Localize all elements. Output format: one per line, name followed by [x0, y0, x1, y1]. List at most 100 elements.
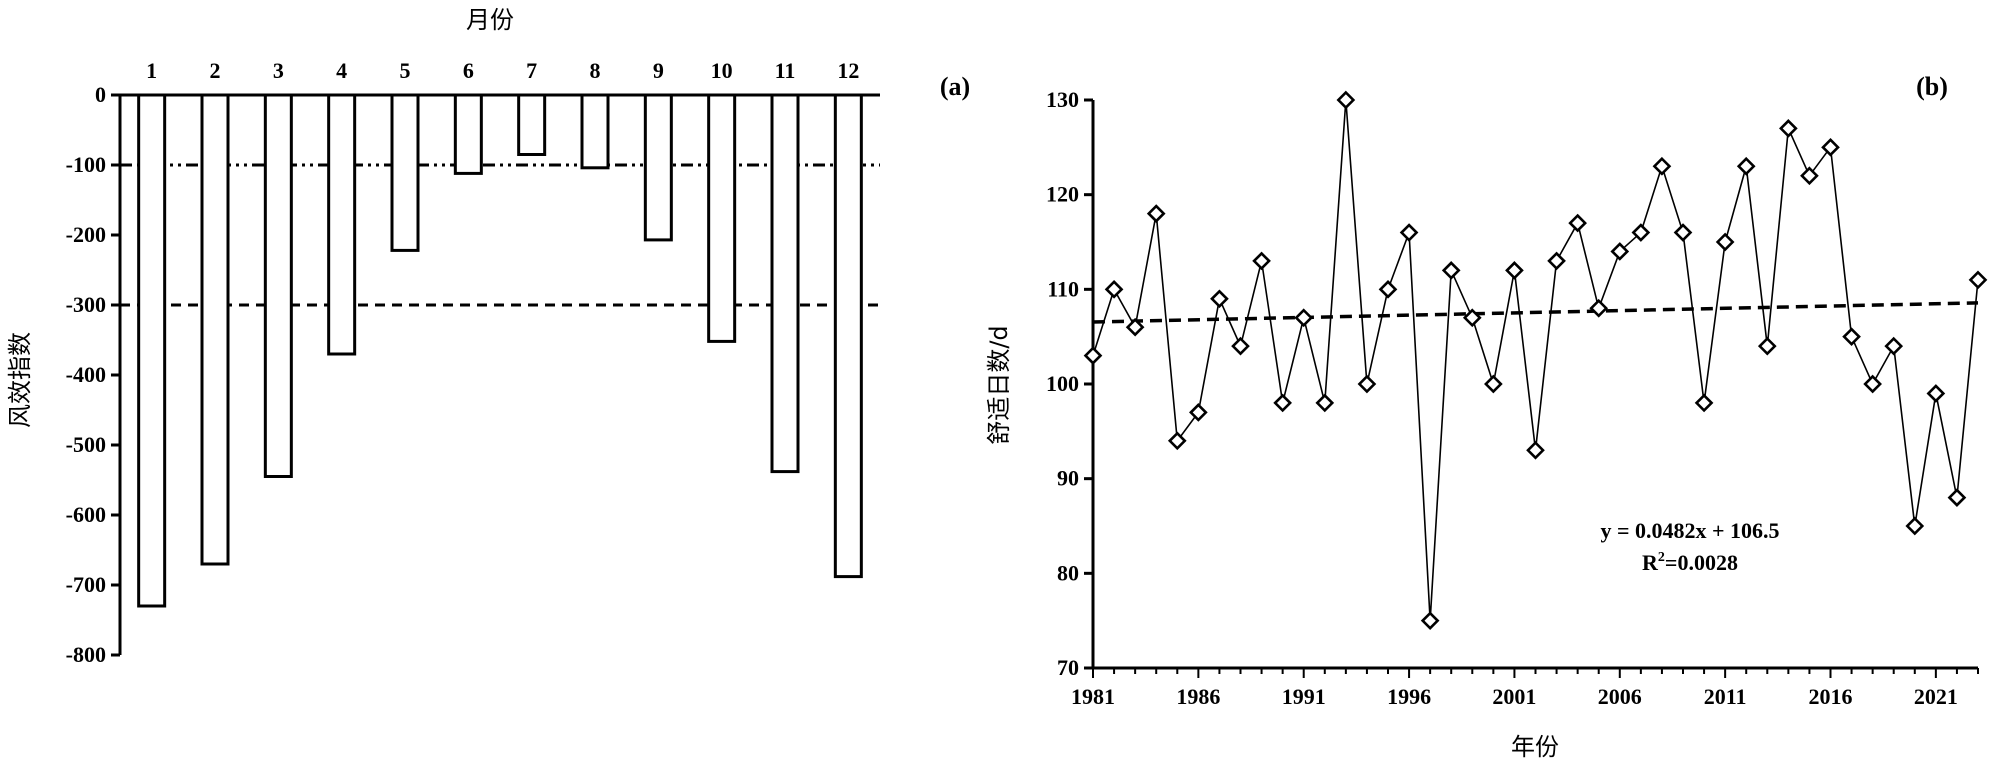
- data-point-2010: [1694, 393, 1714, 413]
- bar-month-2: [200, 93, 230, 566]
- data-point-2018: [1863, 374, 1882, 394]
- r-squared-prefix: R: [1642, 550, 1659, 575]
- y-tick-label: 90: [1057, 466, 1079, 491]
- data-point-1987: [1210, 289, 1229, 309]
- data-point-1995: [1378, 279, 1398, 299]
- data-point-2015: [1800, 166, 1819, 186]
- data-point-1993: [1336, 90, 1356, 110]
- data-point-2020: [1905, 516, 1925, 536]
- data-point-2005: [1589, 298, 1609, 318]
- data-point-1999: [1462, 308, 1482, 328]
- x-tick-label: 11: [775, 58, 796, 83]
- y-tick-label: 80: [1057, 560, 1079, 585]
- bar-month-11: [770, 93, 800, 474]
- data-point-2007: [1631, 223, 1651, 242]
- bar-month-9: [643, 93, 673, 242]
- panel-b-y-axis-title: 舒适日数/d: [985, 325, 1013, 444]
- data-point-2023: [1968, 270, 1988, 290]
- panel-a-x-axis-title: 月份: [466, 6, 514, 34]
- y-tick-label: -300: [66, 292, 106, 317]
- bar-month-4: [327, 93, 357, 356]
- data-point-1997: [1420, 611, 1440, 631]
- bar-month-5: [390, 93, 420, 252]
- x-tick-label: 1986: [1176, 684, 1220, 709]
- bar-month-7: [517, 93, 547, 156]
- x-tick-label: 2021: [1914, 684, 1958, 709]
- data-point-2013: [1757, 336, 1777, 356]
- data-point-2008: [1652, 156, 1672, 176]
- bar-month-6: [453, 93, 483, 175]
- x-tick-label: 6: [463, 58, 474, 83]
- data-point-1989: [1252, 251, 1271, 271]
- data-point-1991: [1294, 308, 1314, 328]
- r-squared-superscript: 2: [1658, 550, 1665, 565]
- y-tick-label: -200: [66, 222, 106, 247]
- data-point-1992: [1315, 393, 1335, 413]
- x-tick-label: 2001: [1492, 684, 1536, 709]
- x-tick-label: 1991: [1282, 684, 1326, 709]
- bar-month-1: [137, 93, 167, 608]
- y-tick-label: -600: [66, 502, 106, 527]
- x-tick-label: 2011: [1704, 684, 1747, 709]
- y-tick-label: 70: [1057, 655, 1079, 680]
- x-tick-label: 12: [837, 58, 859, 83]
- x-tick-label: 5: [400, 58, 411, 83]
- data-point-2000: [1484, 374, 1503, 394]
- data-point-2003: [1547, 251, 1566, 271]
- data-point-2011: [1715, 232, 1735, 252]
- bar-month-3: [263, 93, 293, 478]
- data-point-1986: [1189, 403, 1208, 422]
- x-tick-label: 1981: [1071, 684, 1115, 709]
- x-tick-label: 9: [653, 58, 664, 83]
- data-point-2009: [1673, 223, 1693, 242]
- bar-month-10: [707, 93, 737, 343]
- panel-b-x-axis-title: 年份: [1511, 733, 1559, 761]
- x-tick-label: 7: [526, 58, 537, 83]
- data-point-2006: [1610, 242, 1630, 261]
- panel-b-line-chart: (b) 年份 舒适日数/d 70 80 90 100 110 120 130 1981 1986…: [985, 72, 1988, 761]
- data-point-2014: [1779, 119, 1798, 138]
- y-tick-label: 0: [95, 82, 106, 107]
- x-tick-label: 3: [273, 58, 284, 83]
- data-point-1990: [1273, 393, 1292, 413]
- panel-a-label: (a): [940, 72, 970, 101]
- data-point-1996: [1399, 223, 1419, 242]
- series-line: [1092, 99, 1979, 621]
- data-point-2016: [1821, 137, 1840, 157]
- x-tick-label: 10: [711, 58, 733, 83]
- bar-month-8: [580, 93, 610, 170]
- panel-a-y-axis-title: 风效指数: [6, 332, 34, 428]
- bar-month-12: [833, 93, 863, 579]
- x-tick-label: 1: [146, 58, 157, 83]
- data-point-1982: [1104, 279, 1124, 299]
- data-point-2021: [1926, 384, 1946, 403]
- y-tick-label: 100: [1046, 371, 1079, 396]
- x-tick-label: 8: [590, 58, 601, 83]
- data-point-1994: [1357, 374, 1377, 394]
- data-point-1981: [1083, 346, 1103, 365]
- y-tick-label: 130: [1046, 87, 1079, 112]
- data-point-1998: [1441, 261, 1461, 280]
- y-tick-label: -400: [66, 362, 106, 387]
- x-tick-label: 2006: [1598, 684, 1642, 709]
- r-squared-label: R2=0.0028: [1642, 550, 1738, 575]
- data-point-1983: [1125, 317, 1145, 337]
- x-tick-label: 2: [210, 58, 221, 83]
- panel-b-label: (b): [1916, 72, 1948, 101]
- data-point-2004: [1568, 213, 1587, 233]
- x-tick-label: 1996: [1387, 684, 1431, 709]
- r-squared-value: =0.0028: [1665, 550, 1738, 575]
- x-tick-label: 2016: [1809, 684, 1853, 709]
- trendline-equation: y = 0.0482x + 106.5: [1600, 518, 1779, 543]
- y-tick-label: -500: [66, 432, 106, 457]
- data-point-2019: [1884, 336, 1904, 356]
- data-point-2002: [1526, 440, 1545, 460]
- data-point-2017: [1842, 327, 1861, 347]
- x-tick-label: 4: [336, 58, 347, 83]
- data-point-2001: [1505, 261, 1524, 280]
- y-tick-label: 110: [1047, 276, 1079, 301]
- y-tick-label: 120: [1046, 182, 1079, 207]
- y-tick-label: -700: [66, 572, 106, 597]
- data-point-1985: [1167, 431, 1187, 451]
